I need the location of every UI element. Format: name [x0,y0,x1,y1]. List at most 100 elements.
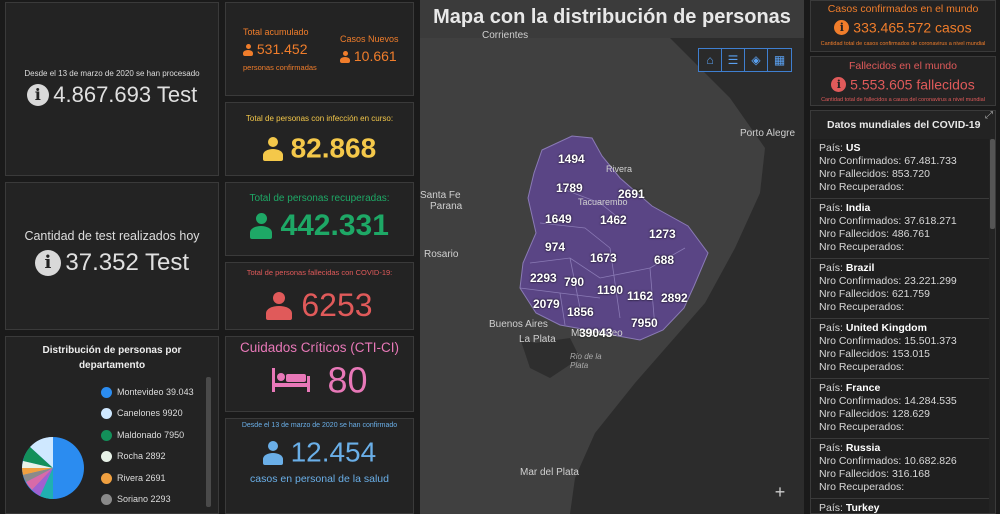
legend-dot-icon [101,473,112,485]
list-item[interactable]: País: United Kingdom Nro Confirmados: 15.… [811,319,989,379]
confirmed-label: Nro Confirmados: [819,455,902,467]
confirmed-value: 67.481.733 [904,155,957,167]
department-value[interactable]: 1789 [556,181,583,195]
department-value[interactable]: 1162 [627,289,654,303]
world-deaths-label: Fallecidos en el mundo [849,60,957,72]
world-list-scrollbar[interactable] [990,139,995,229]
department-value[interactable]: 790 [564,275,585,289]
country-label: País: [819,142,843,154]
city-label: Porto Alegre [740,128,796,139]
recovered-value: 442.331 [280,209,389,243]
city-label: Corrientes [482,30,529,41]
confirmed-label: Nro Confirmados: [819,395,902,407]
expand-icon[interactable]: ⤢ [985,110,993,121]
legend-list-icon[interactable]: ☰ [722,49,745,71]
pie-slice-rivera [22,468,53,475]
legend-dot-icon [101,494,112,506]
accumulated-value-row: 531.452 [243,41,308,57]
confirmed-value: 23.221.299 [904,275,957,287]
tests-total-caption: Desde el 13 de marzo de 2020 se han proc… [24,69,200,78]
confirmed-label: Nro Confirmados: [819,335,902,347]
legend-name: Maldonado [117,430,162,440]
department-value[interactable]: 1462 [600,213,627,227]
list-item[interactable]: País: India Nro Confirmados: 37.618.271 Nr… [811,199,989,259]
country-label: País: [819,502,843,514]
map-panel[interactable]: Mapa con la distribución de personas ⌂ ☰… [420,0,804,514]
department-value[interactable]: 1273 [649,227,676,241]
list-item[interactable]: País: Brazil Nro Confirmados: 23.221.299 N… [811,259,989,319]
deceased-value-row: 6253 [226,285,413,324]
department-value[interactable]: 2079 [533,297,560,311]
department-value[interactable]: 2293 [530,271,557,285]
deaths-value: 621.759 [891,288,930,300]
department-value[interactable]: 39043 [579,326,613,340]
department-value[interactable]: 1190 [597,283,624,297]
department-value[interactable]: 2691 [618,187,645,201]
list-item[interactable]: País: Turkey [811,499,989,514]
country-label: País: [819,322,843,334]
recovered-label: Nro Recuperados: [819,241,905,253]
city-label: Parana [430,201,463,212]
department-value[interactable]: 1856 [567,305,594,319]
info-icon: i [34,250,61,276]
city-label: Mar del Plata [520,467,579,478]
world-list-panel: ⤢ Datos mundiales del COVID-19 País: US N… [810,110,996,514]
department-value[interactable]: 1494 [558,152,585,166]
new-cases-label: Casos Nuevos [340,34,399,44]
active-label: Total de personas con infección en curso… [245,114,394,123]
tests-total-value: 4.867.693 Test [53,82,198,107]
department-value[interactable]: 7950 [631,316,658,330]
deaths-label: Nro Fallecidos: [819,408,890,420]
world-confirmed-row: i 333.465.572 casos [811,18,995,35]
map-canvas[interactable] [420,38,804,514]
department-value[interactable]: 688 [654,253,675,267]
legend-dot-icon [101,430,112,442]
info-icon: i [26,84,49,106]
deaths-label: Nro Fallecidos: [819,228,890,240]
department-value[interactable]: 2892 [661,291,688,305]
pie-slice-soriano [23,468,53,482]
country-name: France [845,382,881,394]
city-label: Santa Fe [420,190,461,201]
country-name: US [845,142,861,154]
department-value[interactable]: 974 [545,240,566,254]
layers-icon[interactable]: ◈ [745,49,768,71]
home-icon[interactable]: ⌂ [699,49,722,71]
tests-total-panel: Desde el 13 de marzo de 2020 se han proc… [5,2,219,176]
distribution-scrollbar[interactable] [206,377,211,507]
world-list-title: Datos mundiales del COVID-19 [827,119,981,131]
country-name: India [845,202,871,214]
person-icon [340,51,350,64]
legend-value: 39.043 [166,387,194,397]
deaths-label: Nro Fallecidos: [819,348,890,360]
country-name: Turkey [845,502,880,514]
deaths-value: 486.761 [891,228,930,240]
deaths-label: Nro Fallecidos: [819,168,890,180]
zoom-in-button[interactable]: + [774,482,786,502]
legend-name: Soriano [117,494,149,504]
list-item[interactable]: País: France Nro Confirmados: 14.284.535 N… [811,379,989,439]
recovered-label: Nro Recuperados: [819,481,905,493]
critical-value: 80 [327,359,368,401]
department-value[interactable]: 1673 [590,251,617,265]
legend-dot-icon [101,387,112,399]
distribution-pie-chart[interactable] [20,435,86,501]
legend-value: 9920 [162,408,183,418]
accumulated-value: 531.452 [256,41,308,57]
new-cases-value: 10.661 [353,48,397,64]
active-value: 82.868 [290,132,377,164]
legend-dot-icon [101,408,112,420]
health-staff-value-row: 12.454 [226,435,413,469]
list-item[interactable]: País: US Nro Confirmados: 67.481.733 Nro F… [811,139,989,199]
confirmed-value: 10.682.826 [904,455,957,467]
accumulated-sub: personas confirmadas [243,63,317,72]
world-list[interactable]: País: US Nro Confirmados: 67.481.733 Nro F… [811,139,989,514]
critical-value-row: 80 [226,357,413,401]
list-item[interactable]: País: Russia Nro Confirmados: 10.682.826 N… [811,439,989,499]
department-value[interactable]: 1649 [545,212,572,226]
person-icon [262,440,283,465]
city-label: Rivera [606,164,633,174]
confirmed-label: Nro Confirmados: [819,155,902,167]
world-deaths-panel: Fallecidos en el mundo i 5.553.605 falle… [810,56,996,106]
basemap-gallery-icon[interactable]: ▦ [768,49,791,71]
